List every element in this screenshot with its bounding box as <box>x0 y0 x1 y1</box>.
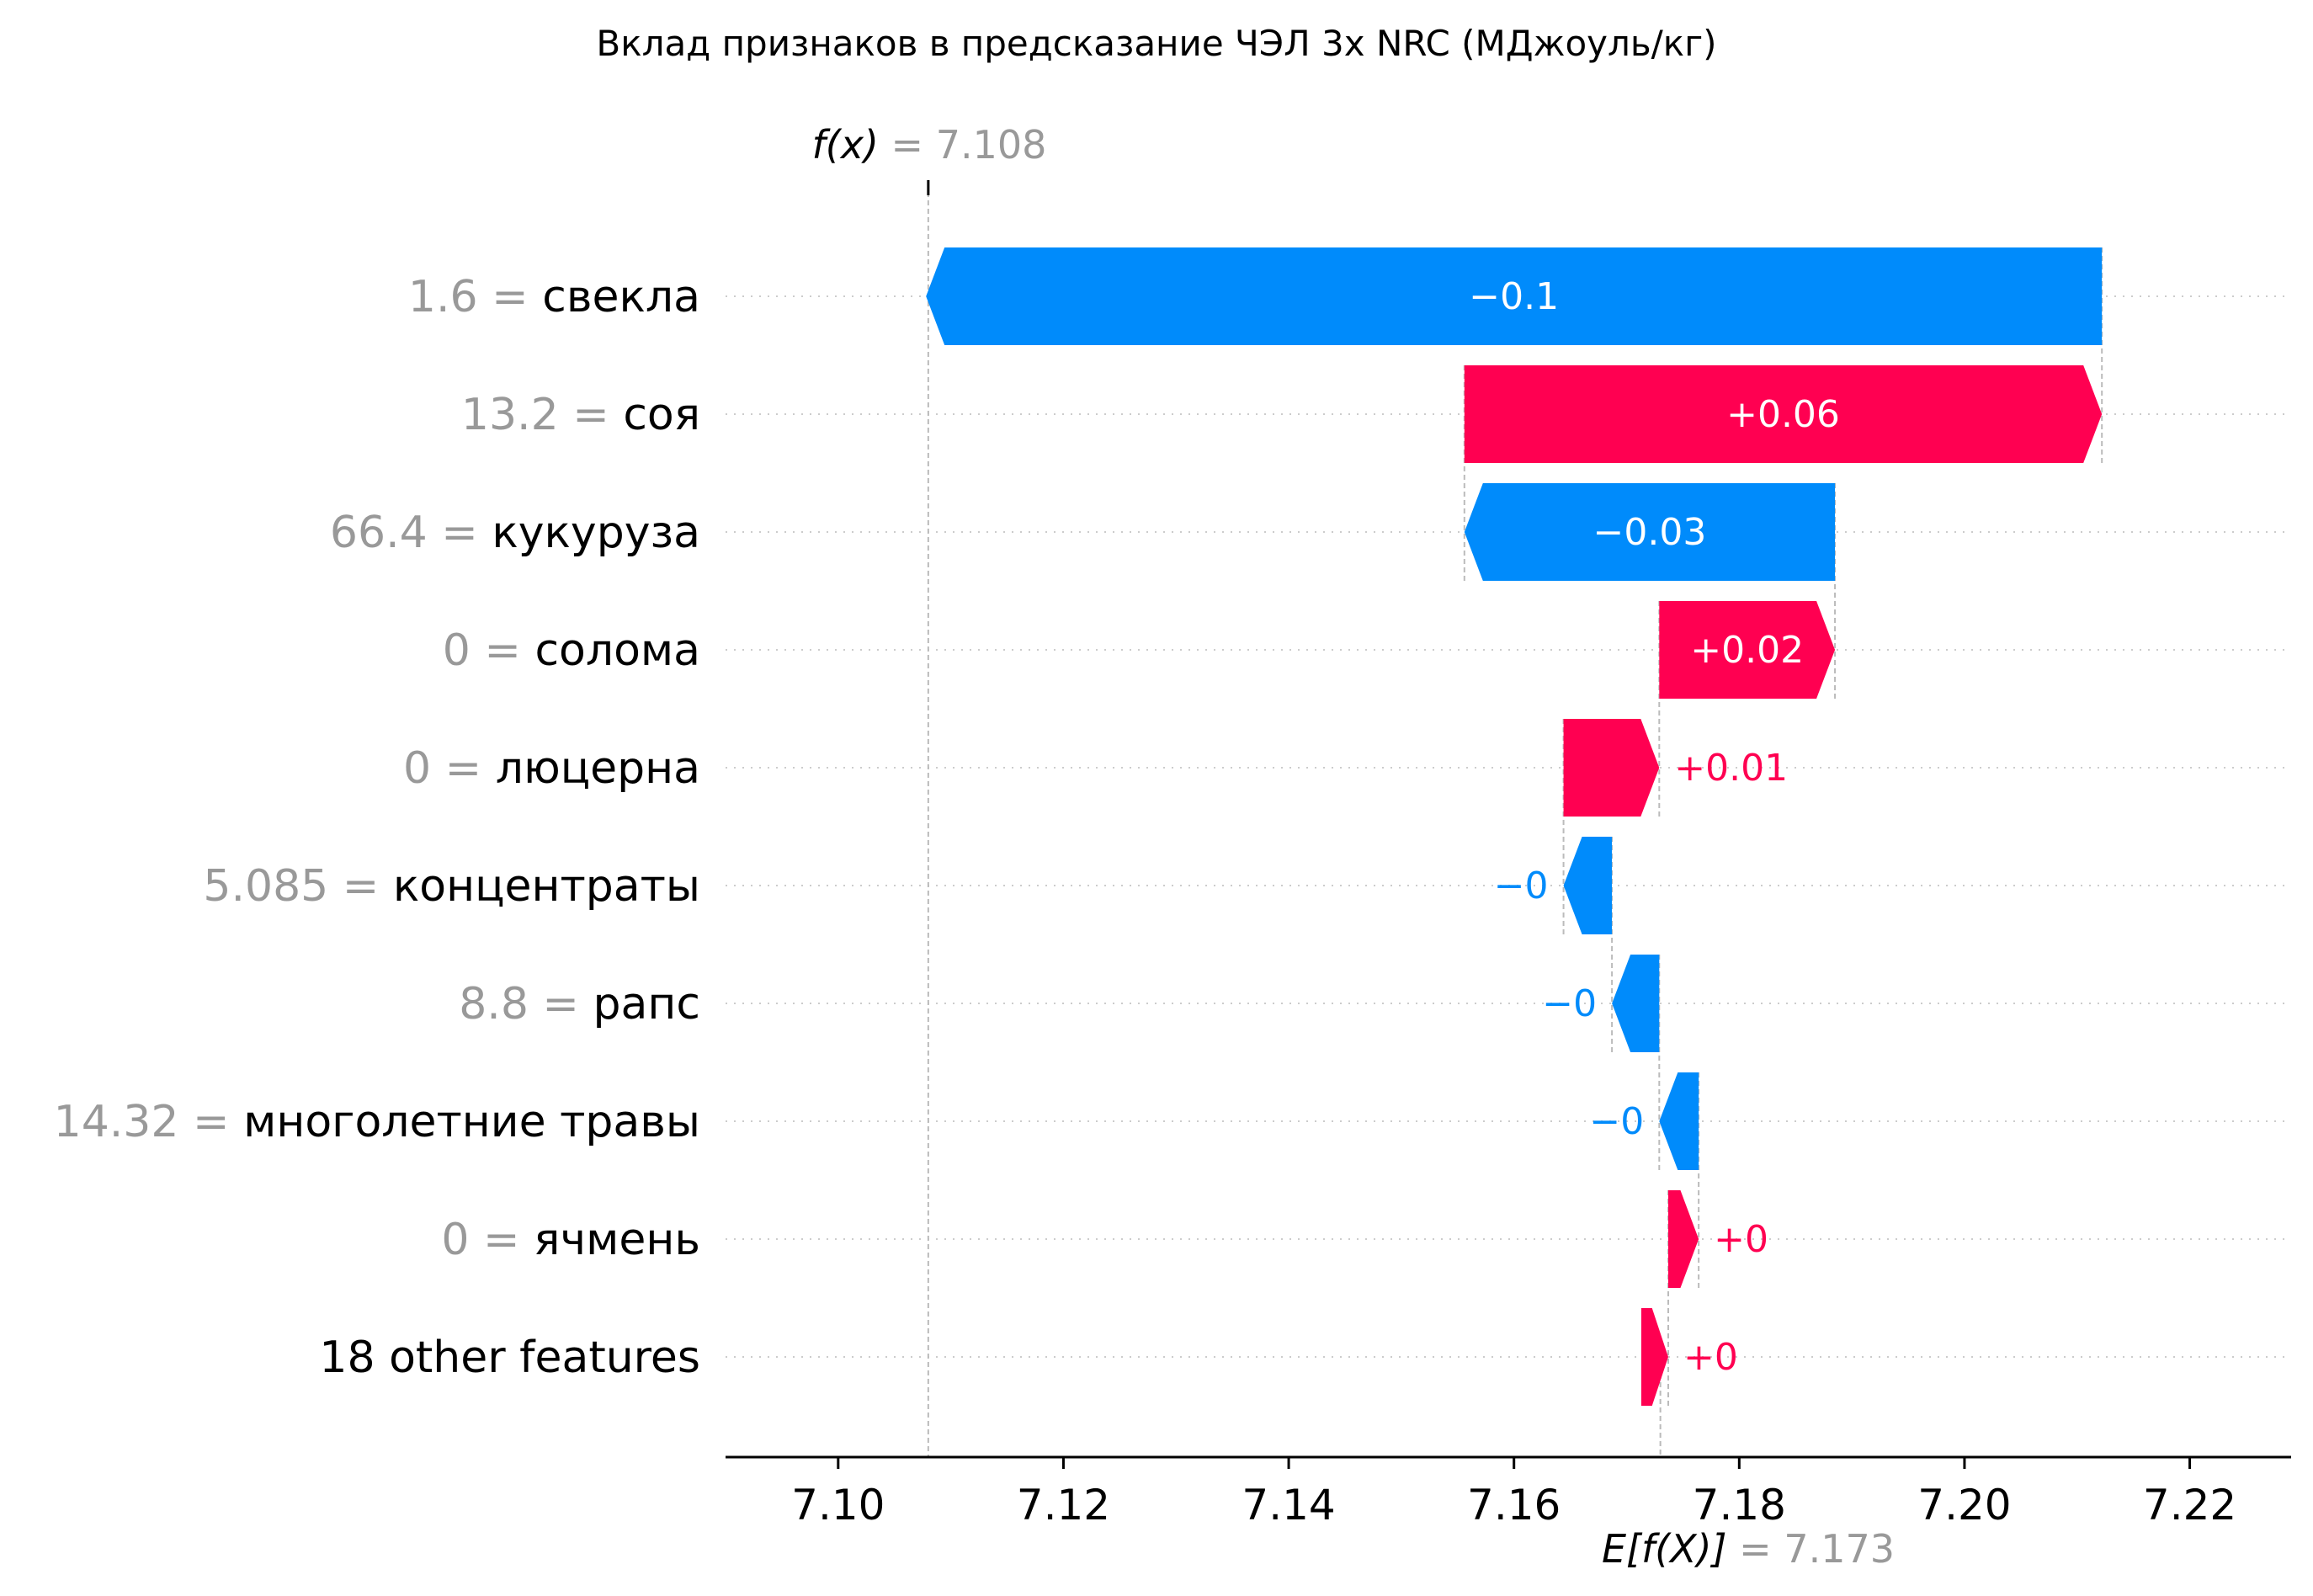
feature-name: люцерна <box>496 743 700 794</box>
feature-label: 0 = солома <box>443 625 700 676</box>
x-axis: 7.10 7.12 7.14 7.16 7.18 7.20 7.22 <box>726 1455 2291 1530</box>
efx-text: E[f(X)] = 7.173 <box>1602 1526 1895 1572</box>
feature-label: 1.6 = свекла <box>408 272 700 322</box>
bar-value-label: −0 <box>1542 982 1597 1025</box>
feature-name: ячмень <box>534 1215 700 1265</box>
feature-value: 13.2 = <box>461 390 623 440</box>
bar-negative <box>1659 1072 1699 1170</box>
feature-value: 0 = <box>443 625 535 676</box>
bar-negative <box>1464 483 1836 581</box>
feature-value: 1.6 = <box>408 272 542 322</box>
fx-label: f(x) = 7.108 <box>812 122 1047 168</box>
chart-title: Вклад признаков в предсказание ЧЭЛ 3х NR… <box>596 23 1716 64</box>
feature-name: соя <box>623 390 700 440</box>
bar-negative <box>1612 955 1660 1052</box>
feature-name: солома <box>534 625 700 676</box>
x-tick-label: 7.20 <box>1917 1481 2011 1530</box>
fx-text: f(x) = 7.108 <box>812 122 1047 168</box>
bar-positive <box>1659 601 1836 699</box>
feature-value: 5.085 = <box>203 861 393 912</box>
bar-positive <box>1563 719 1660 817</box>
efx-value: = 7.173 <box>1727 1526 1895 1572</box>
bar-value-label: +0 <box>1714 1218 1768 1261</box>
feature-name: многолетние травы <box>243 1097 700 1147</box>
feature-label: 8.8 = рапс <box>459 979 700 1029</box>
x-tick-label: 7.18 <box>1693 1481 1786 1530</box>
bar-negative <box>926 247 2103 345</box>
bar-value-label: −0.1 <box>1469 275 1559 318</box>
x-tick-label: 7.10 <box>791 1481 885 1530</box>
bar-value-label: −0 <box>1589 1100 1644 1143</box>
feature-value: 8.8 = <box>459 979 593 1029</box>
feature-name: кукуруза <box>492 508 700 558</box>
feature-value: 14.32 = <box>54 1097 244 1147</box>
x-tick-label: 7.12 <box>1017 1481 1110 1530</box>
fx-symbol: f(x) <box>812 122 879 168</box>
bar-value-label: +0 <box>1683 1336 1738 1379</box>
bar-positive <box>1464 365 2103 463</box>
feature-labels: 1.6 = свекла 13.2 = соя 66.4 = кукуруза 0 =… <box>54 272 700 1383</box>
x-tick-label: 7.16 <box>1467 1481 1561 1530</box>
bar-value-label: −0 <box>1494 864 1549 907</box>
bar-negative <box>1563 837 1613 934</box>
feature-value: 0 = <box>441 1215 534 1265</box>
feature-label: 18 other features <box>319 1333 700 1383</box>
feature-label: 0 = ячмень <box>441 1215 700 1265</box>
bar-positive <box>1668 1190 1699 1288</box>
feature-value: 66.4 = <box>330 508 492 558</box>
fx-value: = 7.108 <box>879 122 1046 168</box>
feature-name: концентраты <box>393 861 700 912</box>
feature-name: рапс <box>593 979 700 1029</box>
x-tick-label: 7.22 <box>2143 1481 2236 1530</box>
feature-label: 66.4 = кукуруза <box>330 508 700 558</box>
bar-positive <box>1640 1308 1669 1406</box>
bar-value-label: +0.06 <box>1726 393 1840 436</box>
efx-label: E[f(X)] = 7.173 <box>1602 1526 1895 1572</box>
feature-name: свекла <box>542 272 700 322</box>
feature-label: 13.2 = соя <box>461 390 700 440</box>
feature-value: 0 = <box>403 743 496 794</box>
bar-value-label: +0.01 <box>1674 747 1788 790</box>
row-gridlines <box>726 295 2291 1358</box>
x-tick-label: 7.14 <box>1242 1481 1335 1530</box>
feature-label: 0 = люцерна <box>403 743 700 794</box>
bars: −0.1 +0.06 −0.03 +0.02 +0.01 −0 −0 −0 +0 +0 <box>926 247 2103 1406</box>
bar-value-label: +0.02 <box>1690 629 1804 672</box>
feature-label: 5.085 = концентраты <box>203 861 700 912</box>
bar-value-label: −0.03 <box>1593 511 1707 554</box>
feature-label: 14.32 = многолетние травы <box>54 1097 700 1147</box>
feature-name: 18 other features <box>319 1333 700 1383</box>
efx-symbol: E[f(X)] <box>1602 1526 1727 1572</box>
